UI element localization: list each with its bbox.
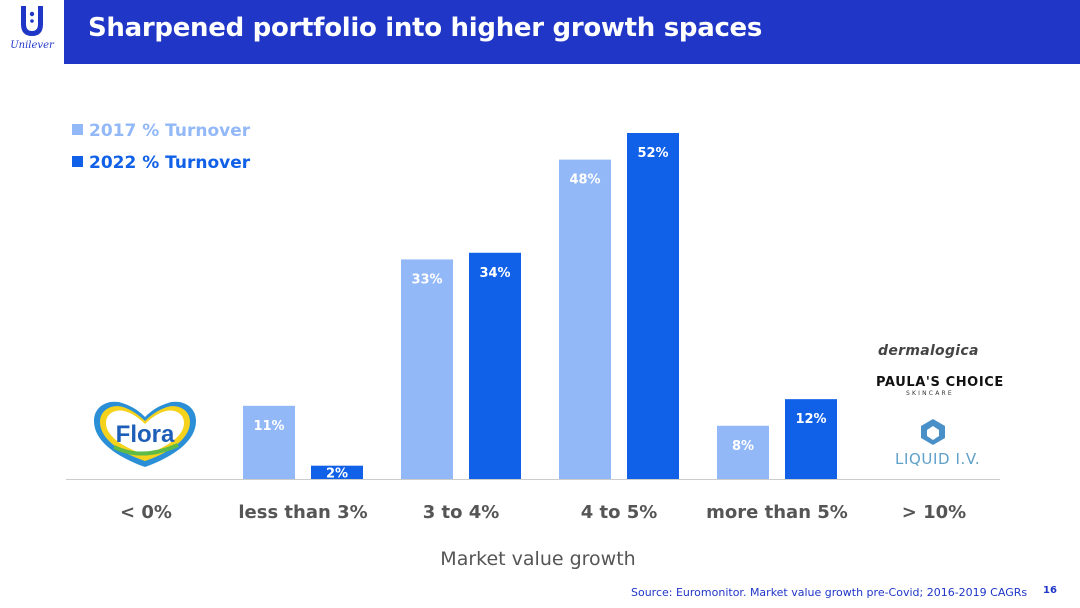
data-label-2017-1: 11% (253, 419, 284, 434)
legend-item-2017: 2017 % Turnover (72, 121, 250, 141)
bar-2022-3 (627, 133, 679, 479)
flora-logo: Flora (94, 401, 196, 467)
bar-2022-4 (785, 399, 837, 479)
bar-2022-1 (311, 465, 363, 479)
liquid-iv-icon (921, 419, 945, 445)
data-label-2022-4: 12% (795, 412, 826, 427)
data-label-2017-4: 8% (732, 439, 754, 454)
x-tick-label-4: more than 5% (706, 502, 848, 523)
flora-wordmark: Flora (116, 421, 175, 448)
x-axis-title: Market value growth (440, 548, 635, 570)
legend-swatch-2017 (72, 124, 83, 135)
bar-2022-2 (469, 252, 521, 479)
legend-swatch-2022 (72, 156, 83, 167)
unilever-wordmark: Unilever (10, 40, 54, 51)
unilever-logo: Unilever (0, 0, 64, 64)
page-title: Sharpened portfolio into higher growth s… (88, 13, 763, 43)
legend-item-2022: 2022 % Turnover (72, 153, 250, 173)
paulas-choice-logo: PAULA'S CHOICE (876, 375, 1004, 390)
data-label-2022-1: 2% (326, 467, 348, 482)
bar-2017-1 (243, 405, 295, 479)
data-label-2022-2: 34% (479, 266, 510, 281)
bar-2017-4 (717, 425, 769, 479)
bar-2017-2 (401, 259, 453, 479)
x-tick-label-3: 4 to 5% (581, 502, 658, 523)
legend-label-2017: 2017 % Turnover (89, 121, 251, 141)
title-bar: Sharpened portfolio into higher growth s… (64, 0, 1080, 64)
x-tick-label-1: less than 3% (238, 502, 367, 523)
legend-label-2022: 2022 % Turnover (89, 153, 251, 173)
header: Unilever Sharpened portfolio into higher… (0, 0, 1080, 64)
x-tick-label-5: > 10% (902, 502, 966, 523)
liquid-iv-logo: LIQUID I.V. (895, 450, 981, 468)
x-tick-label-2: 3 to 4% (423, 502, 500, 523)
data-label-2022-3: 52% (637, 146, 668, 161)
bar-2017-3 (559, 159, 611, 479)
x-tick-label-0: < 0% (120, 502, 172, 523)
data-label-2017-3: 48% (569, 173, 600, 188)
paulas-choice-subtitle: SKINCARE (906, 390, 954, 397)
page-number: 16 (1043, 585, 1057, 596)
data-label-2017-2: 33% (411, 272, 442, 287)
source-note: Source: Euromonitor. Market value growth… (631, 586, 1028, 599)
dermalogica-logo: dermalogica (878, 343, 979, 359)
unilever-u-icon (21, 6, 43, 36)
